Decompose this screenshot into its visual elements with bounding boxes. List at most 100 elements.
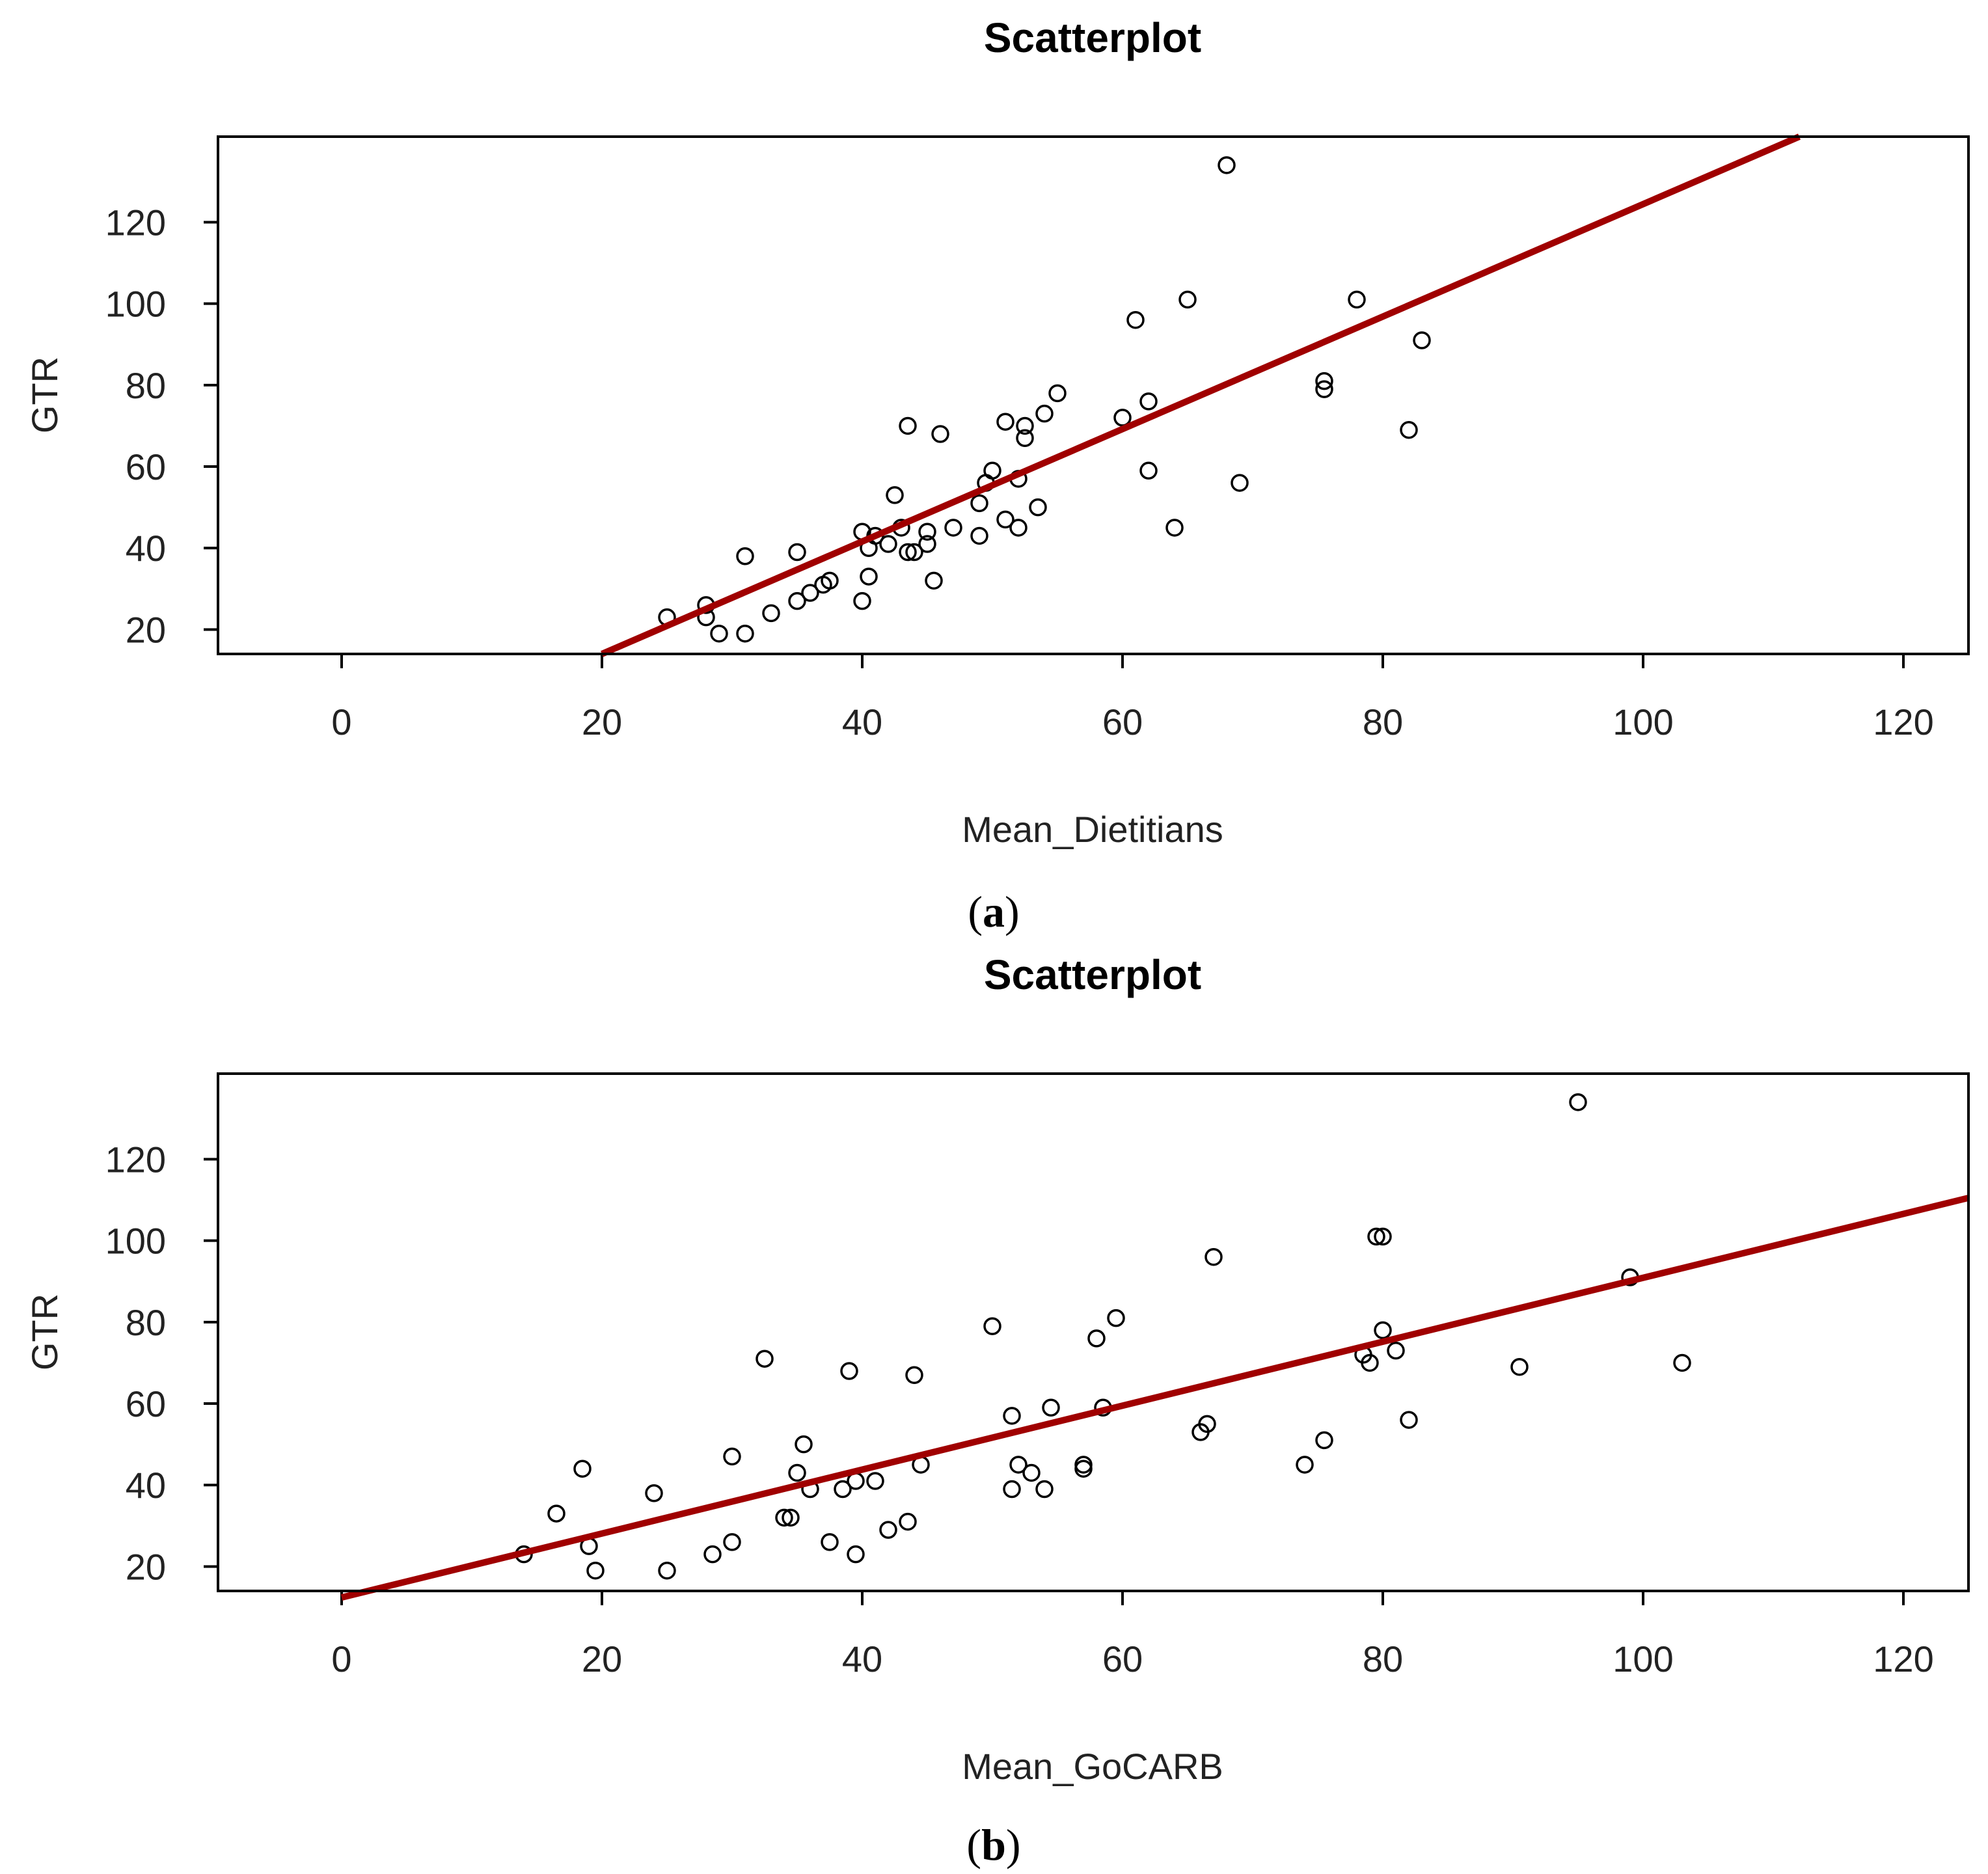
data-point <box>775 1508 793 1527</box>
data-point <box>840 1362 858 1380</box>
data-point <box>1205 1247 1223 1266</box>
data-point <box>782 1508 800 1527</box>
data-point <box>1348 290 1366 309</box>
data-point <box>703 1545 722 1564</box>
data-point <box>821 1533 839 1551</box>
data-point <box>983 1317 1001 1335</box>
scatterplot-panel-b: Scatterplot 0 20 40 60 80 100 120 20 40 60 80 100 12… <box>24 951 1970 1869</box>
data-point <box>899 543 917 562</box>
data-point <box>586 1561 605 1580</box>
data-point <box>1374 1227 1392 1246</box>
x-tick-label: 40 <box>842 1638 882 1679</box>
data-point <box>866 1472 884 1490</box>
data-point <box>879 1521 897 1539</box>
data-point <box>795 1435 813 1454</box>
data-point <box>762 604 780 623</box>
data-point <box>879 535 897 553</box>
data-point <box>1569 1093 1587 1111</box>
x-tick-label: 120 <box>1873 701 1933 742</box>
data-point <box>925 571 943 590</box>
data-point <box>1009 1456 1028 1474</box>
chart-title: Scatterplot <box>984 951 1201 998</box>
data-point <box>1231 474 1249 492</box>
regression-line <box>601 133 1801 657</box>
plot-layer-b: 0 20 40 60 80 100 120 20 40 60 80 100 120 <box>105 1093 1970 1679</box>
x-axis-label: Mean_Dietitians <box>962 809 1223 850</box>
data-point <box>970 494 988 513</box>
plot-layer-a: 0 20 40 60 80 100 120 20 40 60 80 100 120 <box>105 133 1934 742</box>
data-point <box>788 1463 806 1482</box>
data-point <box>1400 420 1418 439</box>
data-point <box>1165 519 1184 537</box>
caption-letter: b <box>981 1820 1006 1869</box>
x-tick-label: 80 <box>1363 701 1403 742</box>
data-point <box>886 486 904 504</box>
data-point <box>756 1350 774 1368</box>
data-point <box>834 1480 852 1499</box>
x-tick-label: 100 <box>1613 1638 1673 1679</box>
y-axis-label: GTR <box>24 357 65 433</box>
y-tick-label: 20 <box>126 1546 166 1587</box>
y-tick-label: 20 <box>126 609 166 650</box>
data-point <box>788 591 806 610</box>
y-tick-label: 80 <box>126 365 166 406</box>
regression-line <box>340 1195 1970 1601</box>
data-point <box>547 1504 565 1523</box>
data-point <box>1400 1411 1418 1429</box>
data-point <box>944 519 962 537</box>
data-point <box>1510 1357 1529 1376</box>
data-point <box>1048 384 1067 403</box>
data-point <box>710 624 728 643</box>
y-tick-label: 100 <box>105 284 166 325</box>
x-tick-label: 60 <box>1102 701 1143 742</box>
data-point <box>899 416 917 435</box>
data-point <box>723 1533 741 1551</box>
x-tick-label: 120 <box>1873 1638 1933 1679</box>
x-tick-label: 20 <box>582 1638 622 1679</box>
data-point <box>1074 1456 1093 1474</box>
data-point <box>645 1484 663 1502</box>
data-point <box>1107 1309 1125 1327</box>
y-tick-label: 120 <box>105 1139 166 1180</box>
y-tick-label: 40 <box>126 528 166 569</box>
x-tick-label: 80 <box>1363 1638 1403 1679</box>
data-point <box>1315 372 1333 390</box>
data-point <box>821 571 839 590</box>
y-tick-label: 60 <box>126 446 166 487</box>
data-point <box>905 1366 923 1384</box>
data-point <box>996 510 1014 529</box>
data-point <box>983 461 1001 480</box>
data-point <box>658 1561 676 1580</box>
caption-letter: a <box>983 887 1005 936</box>
data-point <box>1126 310 1145 329</box>
x-tick-label: 60 <box>1102 1638 1143 1679</box>
plot-frame <box>217 135 1970 655</box>
y-tick-label: 100 <box>105 1221 166 1262</box>
panel-caption: (a) <box>968 887 1019 936</box>
data-point <box>1003 1480 1021 1499</box>
y-tick-label: 80 <box>126 1302 166 1343</box>
data-point <box>918 535 936 553</box>
data-point <box>1387 1341 1405 1360</box>
data-point <box>1016 429 1034 447</box>
x-tick-label: 100 <box>1613 701 1673 742</box>
x-tick-label: 20 <box>582 701 622 742</box>
data-point <box>736 547 754 565</box>
data-point <box>1367 1227 1385 1246</box>
data-point <box>931 425 949 443</box>
x-tick-label: 40 <box>842 701 882 742</box>
data-point <box>847 1545 865 1564</box>
data-point <box>1016 416 1034 435</box>
data-point <box>1296 1456 1314 1474</box>
data-point <box>1035 404 1054 423</box>
data-point <box>1315 380 1333 398</box>
x-axis-label: Mean_GoCARB <box>962 1746 1223 1787</box>
x-tick-label: 0 <box>331 1638 351 1679</box>
data-point <box>905 543 923 562</box>
data-point <box>1139 461 1158 480</box>
data-point <box>1009 519 1028 537</box>
panel-caption: (b) <box>966 1820 1020 1869</box>
data-point <box>860 567 878 586</box>
data-point <box>1361 1353 1379 1372</box>
